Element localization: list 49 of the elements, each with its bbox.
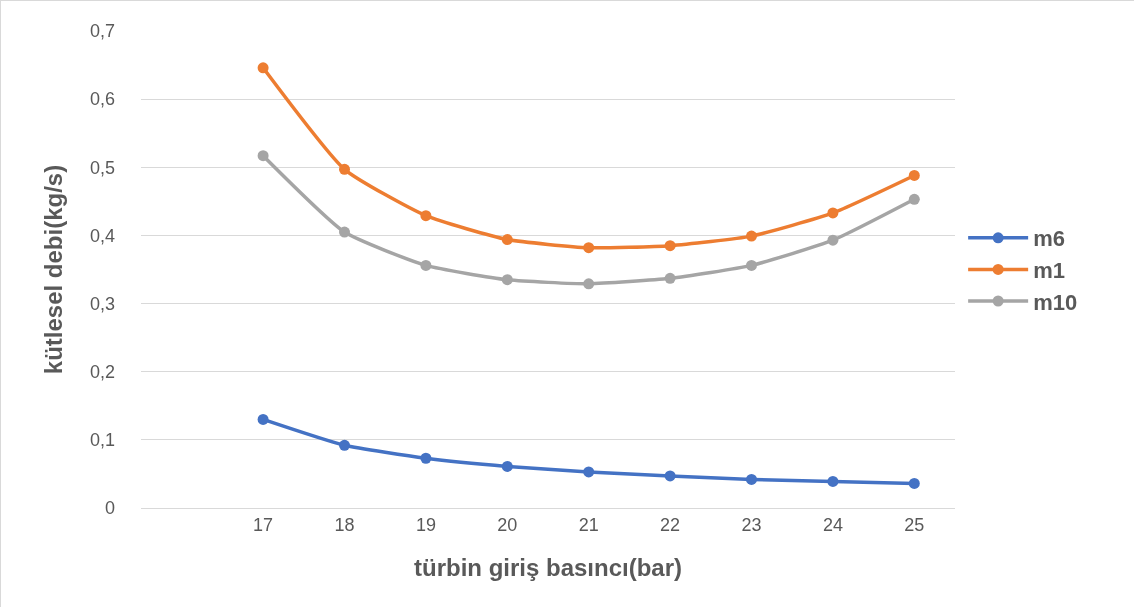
point [583, 242, 595, 254]
point [420, 452, 432, 464]
legend-label: m6 [1033, 226, 1065, 252]
point [827, 234, 839, 246]
point [827, 475, 839, 487]
x-tick-label: 22 [660, 514, 681, 535]
point [746, 473, 757, 485]
x-tick-label: 23 [741, 514, 762, 535]
point [339, 439, 350, 451]
point [420, 259, 432, 271]
point [746, 259, 757, 271]
point [827, 207, 839, 219]
y-tick-label: 0,3 [89, 293, 115, 314]
x-tick-label: 19 [415, 514, 436, 535]
point [908, 193, 920, 205]
x-axis-title: türbin giriş basıncı(bar) [413, 553, 683, 581]
y-axis-title: kütlesel debi(kg/s) [40, 164, 68, 375]
x-tick-label: 25 [904, 514, 925, 535]
x-tick-label: 20 [497, 514, 518, 535]
point [908, 477, 920, 489]
point [339, 163, 350, 175]
point [908, 169, 920, 181]
legend-label: m10 [1033, 289, 1078, 315]
point [257, 150, 269, 162]
x-tick-label: 17 [253, 514, 274, 535]
point [664, 240, 676, 252]
point [746, 230, 757, 242]
point [664, 470, 676, 482]
y-tick-label: 0,1 [89, 430, 115, 451]
point [664, 272, 676, 284]
y-tick-label: 0 [104, 498, 115, 519]
point [257, 62, 269, 74]
x-tick-label: 24 [822, 514, 843, 535]
point [339, 226, 350, 238]
y-tick-label: 0,2 [89, 362, 115, 383]
y-tick-label: 0,6 [89, 89, 115, 110]
y-tick-label: 0,4 [89, 225, 115, 246]
point [420, 210, 432, 222]
y-tick-label: 0,5 [89, 157, 115, 178]
point [583, 278, 595, 290]
point [501, 234, 513, 246]
x-tick-label: 18 [334, 514, 355, 535]
y-tick-label: 0,7 [89, 21, 115, 42]
point [583, 466, 595, 478]
point [257, 413, 269, 425]
point [501, 460, 513, 472]
point [501, 274, 513, 286]
x-tick-label: 21 [578, 514, 599, 535]
legend-label: m1 [1033, 257, 1065, 283]
